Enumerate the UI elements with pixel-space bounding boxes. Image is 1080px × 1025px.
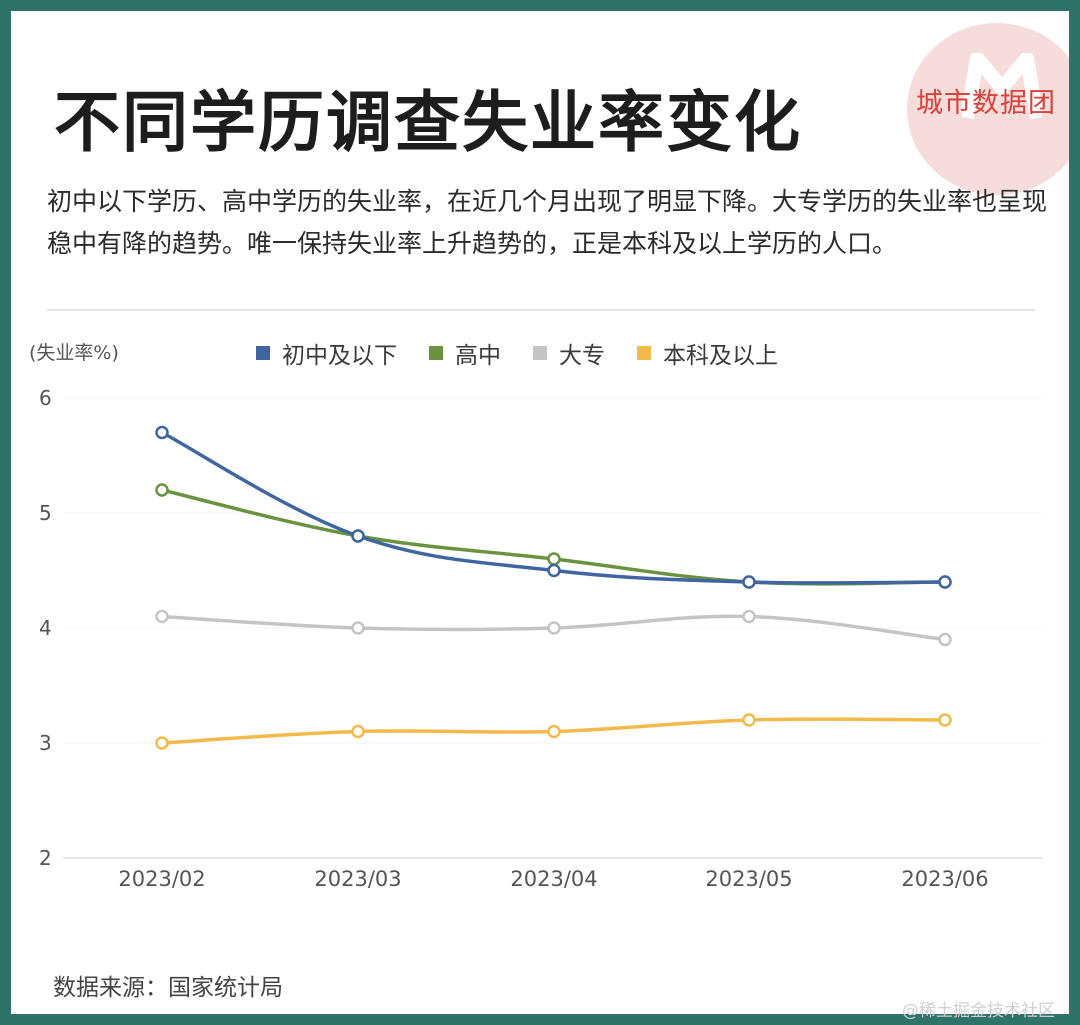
data-point-marker [742,713,756,727]
legend-label: 大专 [559,343,605,369]
y-tick: 4 [39,616,52,640]
y-tick: 5 [39,501,52,525]
y-tick: 2 [39,846,52,870]
line-chart [63,397,1043,859]
data-point-marker [938,713,952,727]
chart-legend: 初中及以下 高中 大专 本科及以上 [256,336,778,370]
infographic-card: 城市数据团 不同学历调查失业率变化 初中以下学历、高中学历的失业率，在近几个月出… [11,11,1069,1014]
legend-swatch [256,346,270,360]
data-point-marker [351,724,365,739]
legend-item-high: 高中 [429,336,501,370]
x-tick: 2023/06 [901,867,989,891]
data-point-marker [742,575,756,589]
y-axis-label: (失业率%) [29,342,119,364]
x-tick: 2023/03 [314,867,402,891]
data-point-marker [155,609,169,624]
data-point-marker [351,621,365,635]
watermark: @稀土掘金技术社区 [902,1001,1055,1021]
page-title: 不同学历调查失业率变化 [54,84,802,161]
x-tick: 2023/05 [705,867,793,891]
description: 初中以下学历、高中学历的失业率，在近几个月出现了明显下降。大专学历的失业率也呈现… [47,187,1048,258]
legend-item-bachelor: 本科及以上 [637,336,778,370]
legend-swatch [533,346,547,360]
data-point-marker [938,632,952,647]
series-lines [155,425,952,750]
legend-item-college: 大专 [533,336,605,370]
brand-logo [907,23,1069,195]
legend-label: 本科及以上 [663,343,778,369]
cat-logo-icon [962,53,1042,120]
data-point-marker [155,483,169,497]
legend-item-junior: 初中及以下 [256,336,397,370]
data-point-marker [547,621,561,635]
y-tick: 3 [39,731,52,755]
divider [47,309,1035,311]
brand-name: 城市数据团 [916,88,1056,119]
data-source: 数据来源：国家统计局 [53,975,283,1001]
legend-label: 初中及以下 [282,343,397,369]
x-tick: 2023/04 [510,867,598,891]
data-point-marker [547,552,561,566]
data-point-marker [547,563,561,578]
data-point-marker [155,425,169,440]
data-point-marker [938,575,952,589]
data-point-marker [547,724,561,739]
data-point-marker [742,609,756,624]
x-tick: 2023/02 [118,867,206,891]
data-point-marker [155,736,169,750]
legend-swatch [637,346,651,360]
legend-label: 高中 [455,343,501,369]
legend-swatch [429,346,443,360]
data-point-marker [351,529,365,543]
y-tick: 6 [39,386,52,410]
